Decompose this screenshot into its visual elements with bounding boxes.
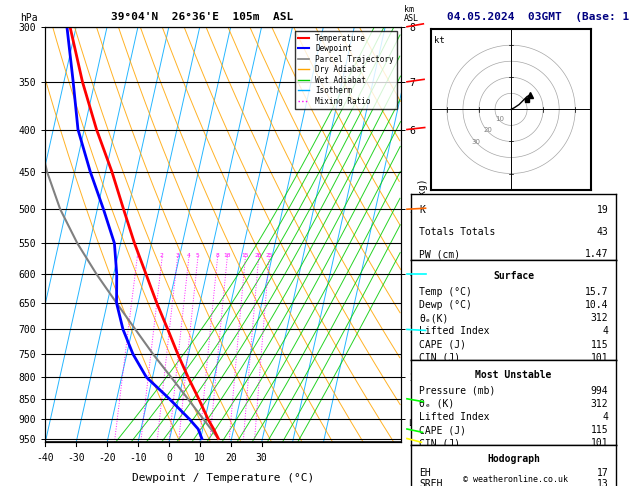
Text: 101: 101 — [591, 438, 608, 448]
Text: -20: -20 — [98, 452, 116, 463]
Text: 4: 4 — [603, 327, 608, 336]
Text: 10: 10 — [495, 116, 504, 122]
Text: CIN (J): CIN (J) — [419, 353, 460, 363]
Text: 312: 312 — [591, 399, 608, 409]
Text: 20: 20 — [484, 127, 493, 134]
Text: 20: 20 — [225, 452, 237, 463]
Text: 10: 10 — [223, 253, 231, 258]
Text: 19: 19 — [596, 205, 608, 215]
Text: hPa: hPa — [20, 13, 38, 22]
Text: 43: 43 — [596, 227, 608, 237]
Text: 1: 1 — [135, 253, 138, 258]
Text: 115: 115 — [591, 340, 608, 350]
Text: 25: 25 — [265, 253, 272, 258]
Text: 0: 0 — [166, 452, 172, 463]
Text: 04.05.2024  03GMT  (Base: 12): 04.05.2024 03GMT (Base: 12) — [447, 12, 629, 22]
Text: 312: 312 — [591, 313, 608, 323]
Text: CAPE (J): CAPE (J) — [419, 425, 466, 435]
Text: SREH: SREH — [419, 479, 442, 486]
Text: 39°04'N  26°36'E  105m  ASL: 39°04'N 26°36'E 105m ASL — [111, 12, 292, 22]
Text: 10.4: 10.4 — [585, 300, 608, 310]
Text: θₑ(K): θₑ(K) — [419, 313, 448, 323]
Text: 994: 994 — [591, 386, 608, 396]
Text: 10: 10 — [194, 452, 206, 463]
Text: 3: 3 — [175, 253, 179, 258]
Text: 115: 115 — [591, 425, 608, 435]
Text: Pressure (mb): Pressure (mb) — [419, 386, 496, 396]
Text: K: K — [419, 205, 425, 215]
Text: Most Unstable: Most Unstable — [476, 370, 552, 380]
Text: 15.7: 15.7 — [585, 287, 608, 296]
Text: Lifted Index: Lifted Index — [419, 327, 489, 336]
Text: © weatheronline.co.uk: © weatheronline.co.uk — [464, 474, 568, 484]
Text: 30: 30 — [472, 139, 481, 145]
Text: Lifted Index: Lifted Index — [419, 412, 489, 422]
Text: -30: -30 — [67, 452, 85, 463]
Y-axis label: Mixing Ratio (g/kg): Mixing Ratio (g/kg) — [418, 179, 428, 290]
Text: Surface: Surface — [493, 271, 534, 280]
Text: Temp (°C): Temp (°C) — [419, 287, 472, 296]
Text: -10: -10 — [129, 452, 147, 463]
Text: θₑ (K): θₑ (K) — [419, 399, 454, 409]
Text: CAPE (J): CAPE (J) — [419, 340, 466, 350]
Text: Dewpoint / Temperature (°C): Dewpoint / Temperature (°C) — [132, 473, 314, 484]
Text: km
ASL: km ASL — [404, 5, 419, 22]
Text: 20: 20 — [255, 253, 262, 258]
Text: 1.47: 1.47 — [585, 249, 608, 259]
Text: Totals Totals: Totals Totals — [419, 227, 496, 237]
Text: PW (cm): PW (cm) — [419, 249, 460, 259]
Text: 2: 2 — [160, 253, 164, 258]
Text: CIN (J): CIN (J) — [419, 438, 460, 448]
Legend: Temperature, Dewpoint, Parcel Trajectory, Dry Adiabat, Wet Adiabat, Isotherm, Mi: Temperature, Dewpoint, Parcel Trajectory… — [294, 31, 397, 109]
Text: 17: 17 — [596, 468, 608, 478]
Text: 15: 15 — [242, 253, 249, 258]
Text: 4: 4 — [187, 253, 191, 258]
Text: LCL: LCL — [408, 418, 423, 428]
Text: 5: 5 — [196, 253, 199, 258]
Text: kt: kt — [434, 35, 445, 45]
Text: 4: 4 — [603, 412, 608, 422]
Text: 30: 30 — [256, 452, 267, 463]
Text: Hodograph: Hodograph — [487, 454, 540, 464]
Text: Dewp (°C): Dewp (°C) — [419, 300, 472, 310]
Text: -40: -40 — [36, 452, 54, 463]
Text: 13: 13 — [596, 479, 608, 486]
Text: EH: EH — [419, 468, 431, 478]
Text: 101: 101 — [591, 353, 608, 363]
Text: 8: 8 — [215, 253, 219, 258]
